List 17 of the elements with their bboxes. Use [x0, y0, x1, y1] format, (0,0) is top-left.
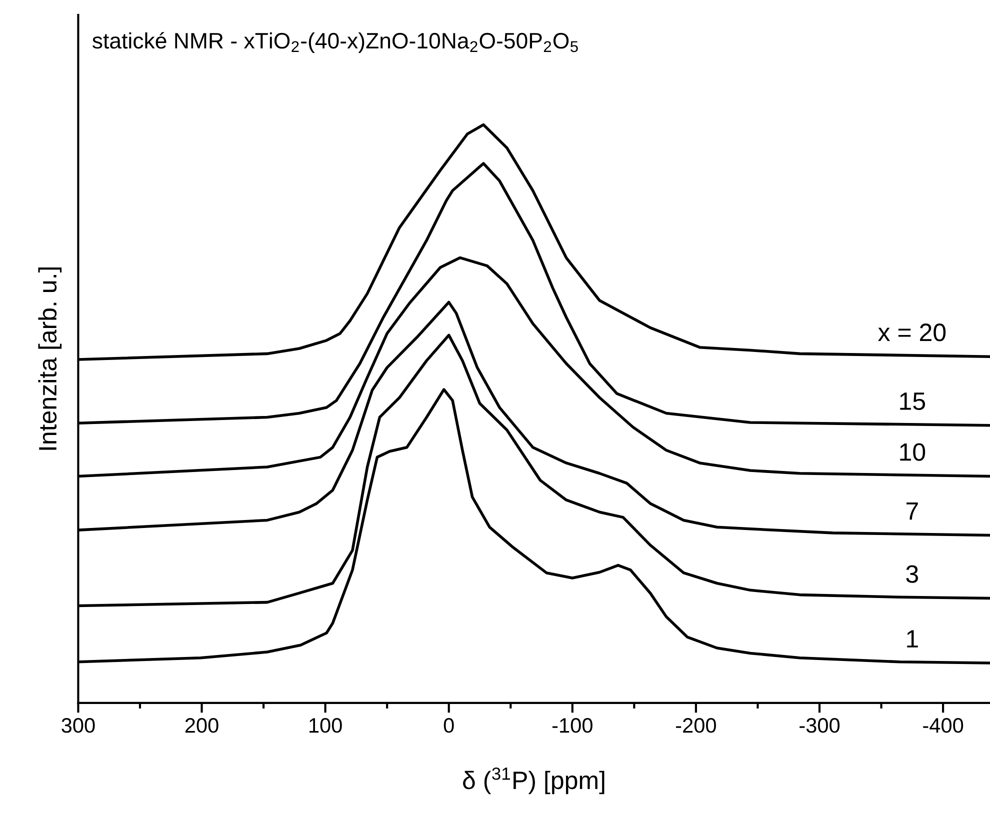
- series-label: 1: [907, 630, 918, 648]
- x-tick-label: 100: [310, 718, 342, 733]
- x-axis-title: δ ($^{31}$P) [ppm]: [463, 767, 604, 794]
- x-tick-label: 300: [62, 718, 95, 733]
- x-tick-label: 0: [444, 718, 454, 733]
- x-tick-label: -300: [800, 718, 840, 733]
- series-label: 15: [900, 392, 926, 410]
- x-tick-label: 200: [185, 718, 218, 733]
- x-tick-label: -200: [676, 718, 716, 733]
- x-tick-label: -400: [923, 718, 964, 733]
- series-label: x = 20: [878, 324, 946, 342]
- series-label: 3: [906, 565, 918, 583]
- y-axis-title: Intenzita [arb. u.]: [38, 268, 62, 450]
- series-label: 7: [906, 502, 918, 520]
- chart-title: statické NMR - xTiO$_{2}$-(40-x)ZnO-10Na$_{2}$O-50P$_{2}$O$_{5}$: [92, 32, 578, 54]
- series-label: 10: [900, 443, 926, 461]
- x-tick-label: -100: [552, 718, 592, 733]
